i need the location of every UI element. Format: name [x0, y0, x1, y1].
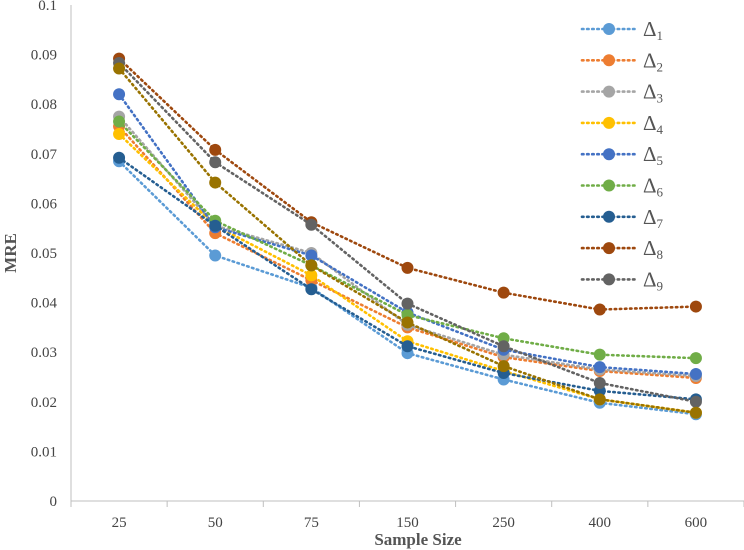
x-tick-label: 250 — [492, 515, 515, 531]
data-point — [209, 219, 222, 232]
legend-label: Δ2 — [643, 48, 663, 74]
legend-swatch-marker — [603, 242, 615, 255]
legend-label: Δ5 — [643, 142, 663, 168]
x-axis-title: Sample Size — [374, 530, 462, 549]
x-tick-marks — [70, 501, 744, 507]
legend: Δ1 Δ2 Δ3 Δ4 Δ5 Δ6 Δ7 Δ8 Δ9 — [580, 17, 664, 293]
x-tick-label: 75 — [304, 515, 319, 531]
data-point — [305, 283, 318, 296]
data-point — [305, 218, 318, 231]
data-point — [497, 360, 510, 373]
data-point — [113, 127, 126, 140]
data-point — [209, 143, 222, 156]
x-tick-label: 50 — [208, 515, 223, 531]
data-point — [401, 316, 414, 329]
y-tick-label: 0.01 — [31, 444, 57, 460]
y-tick-label: 0.07 — [31, 147, 58, 163]
y-axis: 0 0.01 0.02 0.03 0.04 0.05 0.06 0.07 0.08 0.09 0.1 — [31, 0, 72, 510]
legend-swatch-marker — [603, 116, 615, 129]
legend-label: Δ6 — [643, 174, 664, 200]
y-tick-label: 0.06 — [31, 196, 58, 212]
series-Δ1 — [113, 155, 702, 421]
data-point — [689, 406, 702, 419]
legend-swatch-marker — [603, 23, 615, 35]
legend-swatch-marker — [603, 85, 615, 98]
data-point — [593, 361, 606, 374]
data-point — [401, 340, 414, 353]
data-point — [593, 376, 606, 389]
x-tick-labels: 25 50 75 150 250 400 600 — [112, 515, 708, 531]
y-tick-label: 0.09 — [31, 48, 57, 64]
legend-item: Δ6 — [580, 174, 664, 200]
data-point — [209, 176, 222, 189]
legend-item: Δ1 — [580, 17, 663, 43]
y-tick-label: 0.02 — [31, 395, 57, 411]
data-point — [305, 249, 318, 262]
legend-swatch-marker — [603, 210, 615, 223]
legend-swatch-marker — [603, 148, 615, 161]
data-point — [113, 62, 126, 75]
legend-item: Δ9 — [580, 267, 663, 293]
legend-swatch-marker — [603, 54, 615, 67]
legend-item: Δ3 — [580, 80, 663, 106]
x-tick-label: 150 — [396, 515, 419, 531]
data-point — [593, 393, 606, 406]
legend-item: Δ7 — [580, 205, 664, 231]
legend-item: Δ4 — [580, 111, 664, 137]
legend-swatch-marker — [603, 273, 615, 286]
data-point — [689, 395, 702, 408]
legend-label: Δ7 — [643, 205, 664, 231]
legend-label: Δ1 — [643, 17, 663, 43]
data-point — [593, 348, 606, 361]
y-tick-label: 0.03 — [31, 345, 57, 361]
data-point — [401, 297, 414, 310]
plot-series — [113, 52, 702, 421]
y-tick-label: 0.04 — [31, 296, 58, 312]
data-point — [497, 340, 510, 353]
data-point — [689, 352, 702, 365]
y-tick-labels: 0 0.01 0.02 0.03 0.04 0.05 0.06 0.07 0.08 0.09 0.1 — [31, 0, 58, 510]
series-line — [117, 159, 698, 416]
legend-label: Δ8 — [643, 236, 663, 262]
y-tick-label: 0 — [50, 494, 58, 510]
data-point — [113, 115, 126, 128]
y-tick-label: 0.1 — [38, 0, 57, 14]
data-point — [209, 156, 222, 169]
x-tick-label: 25 — [112, 515, 127, 531]
y-tick-label: 0.08 — [31, 97, 57, 113]
x-tick-label: 600 — [685, 515, 708, 531]
data-point — [689, 368, 702, 381]
data-point — [113, 151, 126, 164]
data-point — [401, 261, 414, 274]
legend-label: Δ9 — [643, 267, 663, 293]
data-point — [689, 300, 702, 313]
data-point — [497, 286, 510, 299]
legend-item: Δ5 — [580, 142, 663, 168]
legend-label: Δ4 — [643, 111, 664, 137]
data-point — [209, 249, 222, 262]
x-tick-label: 400 — [589, 515, 612, 531]
legend-item: Δ2 — [580, 48, 663, 74]
legend-swatch-marker — [603, 179, 615, 192]
data-point — [305, 269, 318, 282]
legend-item: Δ8 — [580, 236, 663, 262]
data-point — [113, 88, 126, 101]
data-point — [593, 303, 606, 316]
x-axis: 25 50 75 150 250 400 600 — [70, 500, 744, 531]
legend-label: Δ3 — [643, 80, 663, 106]
series-Δ10 — [113, 62, 702, 419]
data-point — [305, 259, 318, 272]
y-axis-title: MRE — [1, 233, 20, 273]
y-tick-label: 0.05 — [31, 246, 57, 262]
